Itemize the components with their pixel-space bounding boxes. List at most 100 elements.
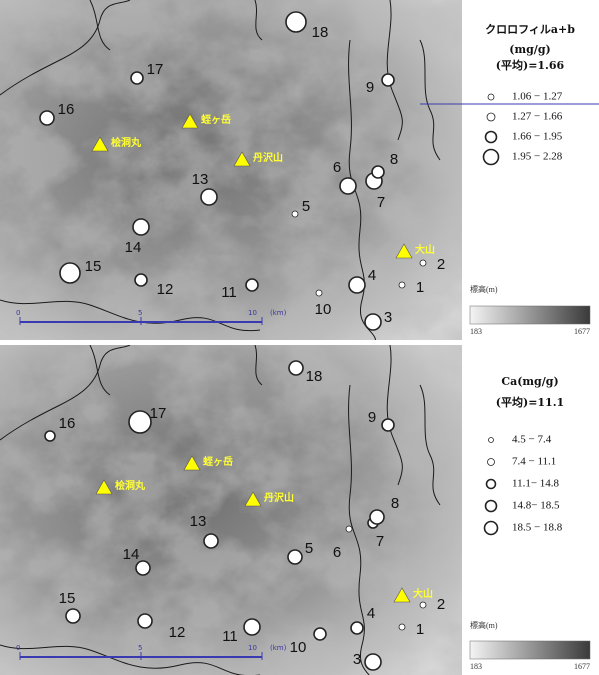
site-label: 5 — [305, 540, 313, 557]
site-marker — [135, 274, 147, 286]
site-marker — [40, 111, 54, 125]
site-marker — [136, 561, 150, 575]
site-label: 3 — [384, 309, 392, 326]
elevation-label: 標高(m) — [470, 620, 498, 630]
site-marker — [365, 654, 381, 670]
peak-label: 大山 — [413, 587, 433, 600]
site-marker — [244, 619, 260, 635]
peak-label: 桧洞丸 — [111, 136, 142, 149]
legend: Ca(mg/g) (平均)=11.1 4.5 − 7.4 7.4 − 11.1 11.1… — [470, 375, 590, 671]
legend-title: (mg/g) — [509, 43, 550, 56]
legend-range: 1.66 − 1.95 — [512, 131, 563, 143]
scale-label: (km) — [270, 309, 287, 317]
elevation-max: 1677 — [574, 327, 590, 336]
elevation-label: 標高(m) — [470, 284, 498, 294]
site-marker — [292, 211, 298, 217]
legend-symbol — [487, 480, 496, 489]
site-marker — [382, 419, 394, 431]
scale-label: 5 — [138, 644, 142, 652]
map-figure: 0510(km)桧洞丸蛭ヶ岳丹沢山大山123456789101112131415… — [0, 0, 599, 675]
site-label: 16 — [59, 415, 76, 432]
site-label: 7 — [377, 194, 385, 211]
elevation-max: 1677 — [574, 662, 590, 671]
site-label: 10 — [290, 639, 307, 656]
site-marker — [370, 510, 384, 524]
peak-label: 丹沢山 — [253, 151, 283, 164]
site-label: 18 — [312, 24, 329, 41]
site-marker — [288, 550, 302, 564]
site-marker — [314, 628, 326, 640]
site-label: 4 — [368, 267, 376, 284]
scale-label: 0 — [16, 644, 20, 652]
elevation-bar — [470, 641, 590, 659]
map-panel: 0510(km)桧洞丸蛭ヶ岳丹沢山大山123456789101112131415… — [0, 345, 590, 675]
site-marker — [316, 290, 322, 296]
site-label: 10 — [315, 301, 332, 318]
site-label: 11 — [222, 628, 238, 645]
site-label: 1 — [416, 279, 424, 296]
site-marker — [289, 361, 303, 375]
legend-range: 14.8− 18.5 — [512, 500, 560, 512]
elevation-bar — [470, 306, 590, 324]
site-label: 15 — [85, 258, 102, 275]
peak-label: 桧洞丸 — [115, 479, 146, 492]
peak-label: 大山 — [415, 243, 435, 256]
site-marker — [204, 534, 218, 548]
site-label: 6 — [333, 159, 341, 176]
scale-label: 10 — [248, 644, 257, 652]
legend-range: 4.5 − 7.4 — [512, 434, 552, 446]
scale-label: 5 — [138, 309, 142, 317]
site-marker — [60, 263, 80, 283]
site-label: 14 — [123, 546, 140, 563]
site-marker — [349, 277, 365, 293]
site-marker — [420, 260, 426, 266]
site-marker — [365, 314, 381, 330]
scale-label: (km) — [270, 644, 287, 652]
legend-title: Ca(mg/g) — [501, 375, 558, 388]
legend-symbol — [488, 459, 495, 466]
legend-symbol — [485, 522, 498, 535]
site-marker — [399, 282, 405, 288]
site-marker — [131, 72, 143, 84]
peak-label: 蛭ヶ岳 — [203, 455, 233, 468]
legend-title: (平均)=1.66 — [496, 58, 565, 72]
site-label: 4 — [367, 605, 375, 622]
elevation-min: 183 — [470, 662, 482, 671]
site-marker — [138, 614, 152, 628]
site-label: 14 — [125, 239, 142, 256]
legend-range: 1.27 − 1.66 — [512, 111, 563, 123]
site-label: 2 — [437, 596, 445, 613]
scale-label: 0 — [16, 309, 20, 317]
site-label: 11 — [221, 284, 237, 301]
site-label: 8 — [390, 151, 398, 168]
legend-range: 18.5 − 18.8 — [512, 522, 563, 534]
legend-range: 7.4 − 11.1 — [512, 456, 556, 468]
legend-range: 11.1− 14.8 — [512, 478, 560, 490]
site-marker — [372, 166, 384, 178]
site-label: 13 — [192, 171, 209, 188]
peak-label: 丹沢山 — [264, 491, 294, 504]
legend-title: (平均)=11.1 — [496, 395, 564, 409]
legend-range: 1.06 − 1.27 — [512, 91, 563, 103]
scale-label: 10 — [248, 309, 257, 317]
site-label: 9 — [366, 79, 374, 96]
site-marker — [66, 609, 80, 623]
site-marker — [340, 178, 356, 194]
legend-symbol — [489, 438, 494, 443]
site-marker — [346, 526, 352, 532]
legend-symbol — [484, 150, 499, 165]
legend-range: 1.95 − 2.28 — [512, 151, 563, 163]
legend-symbol — [488, 94, 494, 100]
site-marker — [129, 411, 151, 433]
site-marker — [133, 219, 149, 235]
site-label: 1 — [416, 621, 424, 638]
site-label: 17 — [147, 61, 164, 78]
site-label: 16 — [58, 101, 75, 118]
site-label: 9 — [368, 409, 376, 426]
site-label: 3 — [353, 651, 361, 668]
site-label: 18 — [306, 368, 323, 385]
site-marker — [45, 431, 55, 441]
page: {"panels": [ {"legend": {"title": ["クロロフ… — [0, 0, 599, 675]
site-marker — [420, 602, 426, 608]
site-label: 2 — [437, 256, 445, 273]
